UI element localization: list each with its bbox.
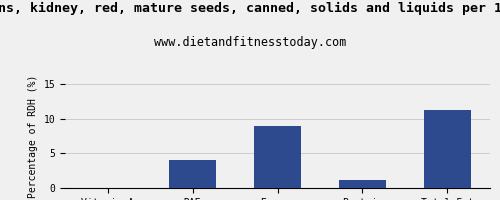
Text: www.dietandfitnesstoday.com: www.dietandfitnesstoday.com xyxy=(154,36,346,49)
Y-axis label: Percentage of RDH (%): Percentage of RDH (%) xyxy=(28,74,38,198)
Bar xyxy=(169,160,216,188)
Bar xyxy=(339,180,386,188)
Text: Beans, kidney, red, mature seeds, canned, solids and liquids per 100g: Beans, kidney, red, mature seeds, canned… xyxy=(0,2,500,15)
Bar xyxy=(424,110,470,188)
Bar xyxy=(254,126,301,188)
